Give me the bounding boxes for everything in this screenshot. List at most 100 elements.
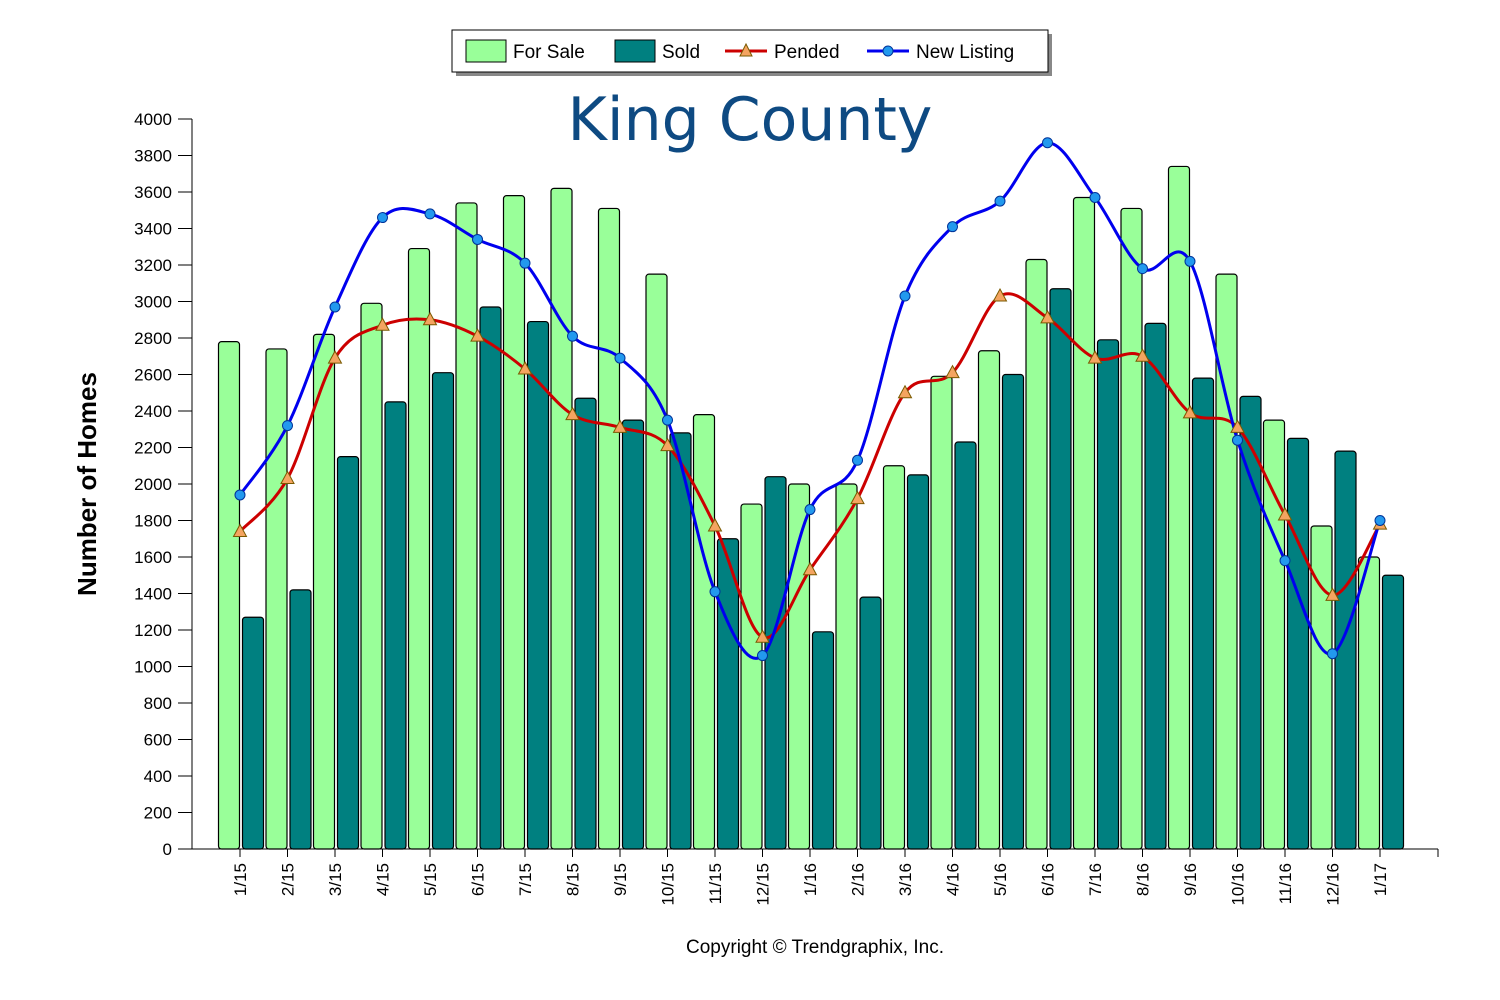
marker-pended [1325,587,1340,601]
y-ticks: 0 200 400 600 800 1000 1200 1400 1600 1800 2000 220… [134,110,192,859]
marker-pended [1182,404,1198,419]
legend-label-new-listing: New Listing [916,42,1014,63]
y-tick-label: 1600 [134,548,172,567]
bar-for-sale [1357,556,1381,850]
marker-pended [992,287,1008,302]
marker-new-listing [899,290,911,302]
y-tick-label: 2600 [134,366,172,385]
x-tick-label: 6/15 [469,863,488,896]
marker-pended [612,419,628,433]
bar-for-sale [407,247,431,850]
x-tick-label: 1/15 [231,863,250,896]
marker-pended [565,406,580,421]
bar-sold [859,596,882,850]
bar-for-sale [1025,258,1048,850]
marker-new-listing [662,414,673,426]
marker-new-listing [234,489,246,501]
x-tick-label: 11/16 [1276,863,1295,904]
x-tick-label: 5/15 [421,863,440,896]
x-tick-label: 11/15 [706,863,725,904]
bar-for-sale [1262,419,1286,850]
marker-new-listing [567,330,578,342]
marker-new-listing [519,257,531,269]
bar-for-sale [502,195,526,850]
y-axis-label: Number of Homes [72,372,102,596]
y-tick-label: 2000 [134,475,172,494]
marker-pended [945,364,960,379]
bar-sold [574,397,597,850]
marker-pended [327,350,343,364]
marker-new-listing [1089,191,1101,203]
bar-sold [289,589,312,850]
x-tick-label: 1/16 [801,863,820,896]
bar-for-sale [740,503,763,850]
marker-new-listing [329,301,341,313]
bar-sold [1381,574,1405,850]
y-tick-label: 3200 [134,256,172,275]
x-tick-label: 9/16 [1181,863,1200,896]
bars [217,165,1405,850]
y-tick-label: 4000 [134,110,172,129]
y-tick-label: 200 [144,804,172,823]
bar-sold [811,631,835,850]
legend-label-pended: Pended [774,42,840,63]
y-tick-label: 3000 [134,293,172,312]
marker-new-listing [377,212,388,224]
marker-new-listing [804,504,816,516]
x-tick-label: 3/16 [896,863,915,896]
x-tick-label: 10/16 [1229,863,1248,906]
legend-label-sold: Sold [662,42,700,63]
bar-sold [1001,373,1025,850]
bar-sold [1286,437,1310,850]
y-tick-label: 2200 [134,439,172,458]
bar-for-sale [835,483,858,850]
x-tick-label: 12/15 [754,863,773,906]
marker-new-listing [1137,263,1148,275]
marker-pended [660,437,675,452]
x-tick-label: 2/16 [849,863,868,896]
marker-new-listing [472,233,483,245]
y-tick-label: 1200 [134,621,172,640]
x-tick-label: 8/15 [564,863,583,896]
x-tick-label: 1/17 [1371,863,1390,896]
bar-sold [336,456,360,850]
x-tick-label: 5/16 [991,863,1010,896]
copyright-note: Copyright © Trendgraphix, Inc. [686,937,944,958]
bar-sold [906,474,930,850]
bar-for-sale [597,207,621,850]
marker-pended [897,384,913,399]
bar-for-sale [550,187,573,850]
bar-for-sale [645,273,668,850]
bar-for-sale [977,350,1001,850]
y-tick-label: 600 [144,731,172,750]
x-tick-label: 3/15 [326,863,345,896]
marker-new-listing [282,420,293,432]
y-tick-label: 1800 [134,512,172,531]
x-ticks: 1/15 2/15 3/15 4/15 5/15 6/15 7/15 8/15 9/15 10/1… [231,849,1390,906]
bar-sold [1144,322,1167,850]
marker-pended [517,360,533,375]
marker-new-listing [424,208,436,220]
bar-sold [1191,377,1215,850]
x-tick-label: 4/16 [944,863,963,896]
legend-label-for-sale: For Sale [513,42,585,63]
marker-pended [422,311,438,326]
x-tick-label: 7/15 [516,863,535,896]
y-tick-label: 3600 [134,183,172,202]
bar-sold [1049,288,1072,850]
marker-new-listing [1327,648,1338,660]
marker-new-listing [994,195,1006,207]
bar-sold [1239,395,1262,850]
bar-sold [384,401,407,850]
y-tick-label: 400 [144,767,172,786]
marker-pended [280,470,295,485]
marker-new-listing [757,650,768,662]
bar-for-sale [882,465,906,850]
marker-new-listing [947,221,958,233]
marker-new-listing [1184,255,1196,267]
y-tick-label: 1400 [134,585,172,604]
bar-for-sale [1310,525,1333,850]
x-tick-label: 2/15 [279,863,298,896]
marker-pended [1040,309,1055,324]
